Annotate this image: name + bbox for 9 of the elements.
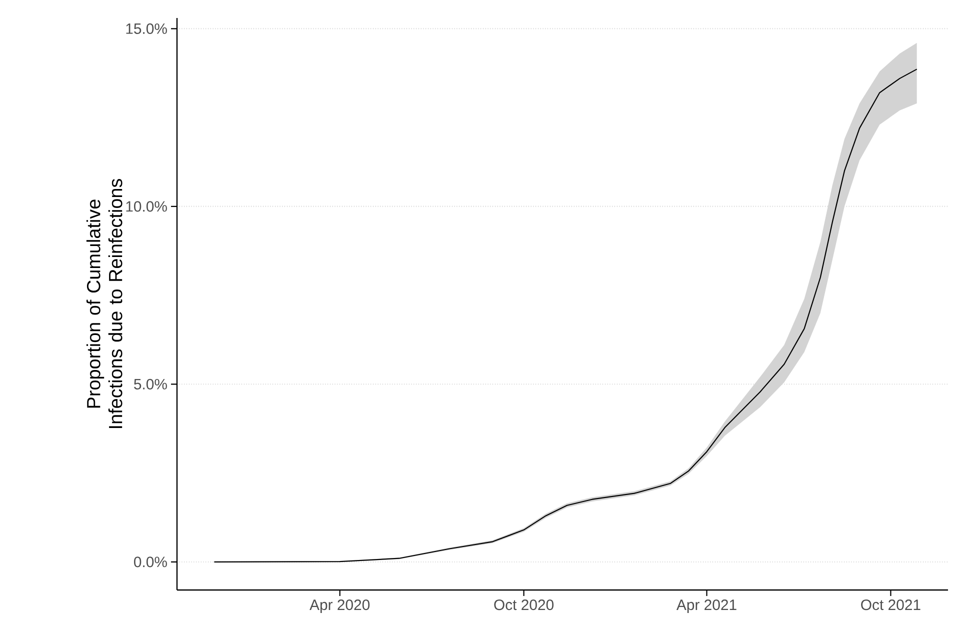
x-tick-label: Apr 2021 xyxy=(676,600,736,614)
x-tick-label: Apr 2020 xyxy=(310,600,370,614)
y-tick-label: 0.0% xyxy=(134,556,167,568)
x-tick-label: Oct 2020 xyxy=(494,600,554,610)
y-tick-label: 10.0% xyxy=(126,201,167,212)
x-tick-label: Oct 2021 xyxy=(861,600,920,610)
y-tick-label: 5.0% xyxy=(134,378,167,390)
y-tick-label: 15.0% xyxy=(126,23,167,34)
y-axis-title: Proportion of Cumulative Infections due to Reinfections xyxy=(86,178,122,428)
